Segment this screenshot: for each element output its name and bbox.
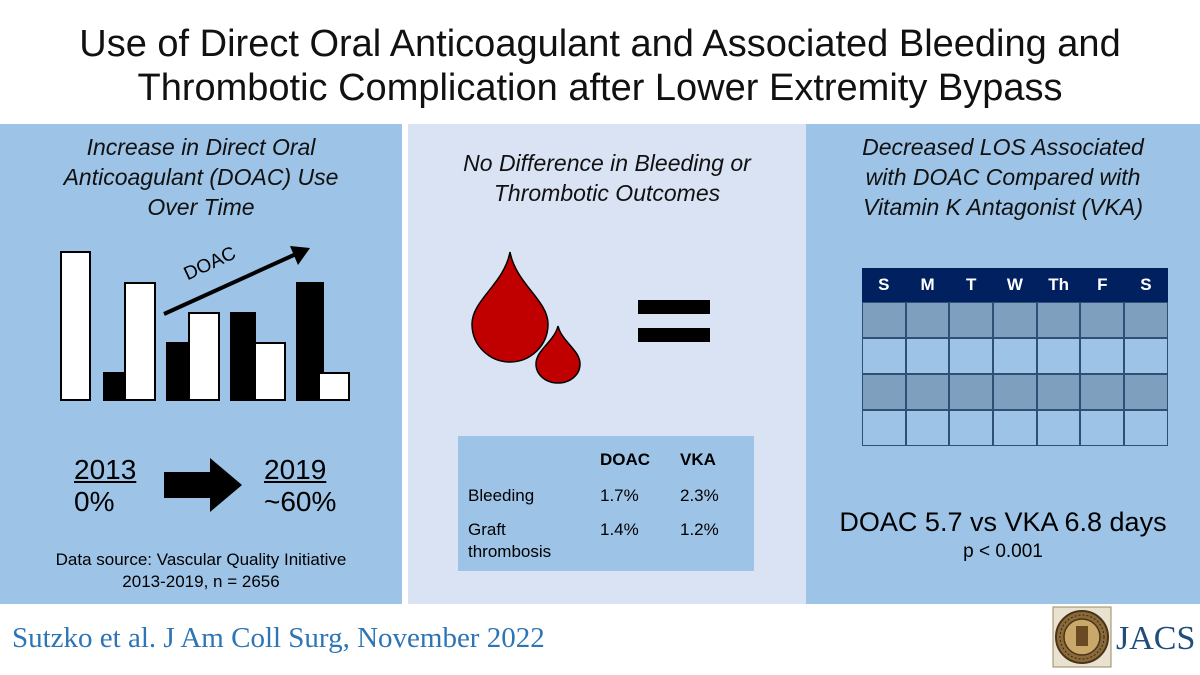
end-value: ~60% xyxy=(264,486,337,517)
calendar-cell xyxy=(1124,338,1168,374)
calendar-cell xyxy=(1080,338,1125,374)
p-value: p < 0.001 xyxy=(963,541,1043,562)
calendar-grid xyxy=(862,302,1168,446)
table-header-doac: DOAC xyxy=(600,450,651,469)
calendar-cell xyxy=(949,338,994,374)
calendar-cell xyxy=(1036,410,1081,446)
calendar-cell xyxy=(905,374,950,410)
row-bleeding-vka: 2.3% xyxy=(680,486,719,505)
title-line-1: Use of Direct Oral Anticoagulant and Ass… xyxy=(79,23,1121,65)
citation: Sutzko et al. J Am Coll Surg, November 2… xyxy=(12,622,545,654)
journal-logo-text: JACS xyxy=(1116,620,1196,657)
calendar-icon: S M T W Th F S xyxy=(862,268,1168,446)
calendar-cell xyxy=(993,338,1037,374)
right-arrow-icon xyxy=(164,458,242,512)
row-graft-label-line-1: Graft xyxy=(468,520,506,539)
outcomes-table: DOAC VKA Bleeding 1.7% 2.3% Graft thromb… xyxy=(458,436,754,571)
calendar-cell xyxy=(905,410,950,446)
day-mon: M xyxy=(920,275,935,294)
day-sun: S xyxy=(878,275,890,294)
calendar-cell xyxy=(1080,374,1125,410)
white-bar-4 xyxy=(254,342,286,401)
day-wed: W xyxy=(1006,275,1023,294)
start-value: 0% xyxy=(74,486,115,517)
college-seal-logo xyxy=(1052,606,1112,668)
outcomes-panel: No Difference in Bleeding or Thrombotic … xyxy=(408,124,806,604)
calendar-cell xyxy=(862,374,906,410)
los-panel: Decreased LOS Associated with DOAC Compa… xyxy=(806,124,1200,604)
calendar-cell xyxy=(1036,338,1081,374)
data-source: Data source: Vascular Quality Initiative… xyxy=(55,550,347,591)
row-graft-doac: 1.4% xyxy=(600,520,639,539)
doac-use-panel: Increase in Direct Oral Anticoagulant (D… xyxy=(0,124,402,604)
los-result: DOAC 5.7 vs VKA 6.8 days xyxy=(839,507,1167,537)
calendar-cell xyxy=(993,302,1037,338)
row-bleeding-label: Bleeding xyxy=(468,486,535,505)
page-title: Use of Direct Oral Anticoagulant and Ass… xyxy=(0,22,1200,110)
calendar-cell xyxy=(1080,302,1125,338)
row-bleeding-doac: 1.7% xyxy=(600,486,639,505)
title-line-2: Thrombotic Complication after Lower Extr… xyxy=(137,67,1063,109)
calendar-cell xyxy=(862,338,906,374)
calendar-cell xyxy=(1124,302,1168,338)
trend-arrow-icon xyxy=(163,246,310,316)
calendar-cell xyxy=(949,302,994,338)
table-header-vka: VKA xyxy=(680,450,716,469)
white-bar-1 xyxy=(60,251,91,401)
white-bar-3 xyxy=(188,312,220,401)
row-graft-vka: 1.2% xyxy=(680,520,719,539)
day-fri: F xyxy=(1097,275,1108,294)
day-tue: T xyxy=(966,275,977,294)
calendar-cell xyxy=(993,410,1037,446)
calendar-cell xyxy=(949,410,994,446)
equals-icon xyxy=(638,300,710,342)
day-thu: Th xyxy=(1048,275,1069,294)
white-bar-2 xyxy=(124,282,156,401)
start-year-block: 2013 0% xyxy=(74,454,136,518)
calendar-cell xyxy=(1036,302,1081,338)
end-year-block: 2019 ~60% xyxy=(264,454,336,518)
calendar-cell xyxy=(862,302,906,338)
calendar-cell xyxy=(949,374,994,410)
calendar-cell xyxy=(1124,410,1168,446)
start-year: 2013 xyxy=(74,454,137,485)
white-bar-5 xyxy=(318,372,350,401)
day-sat: S xyxy=(1140,275,1152,294)
calendar-header: S M T W Th F S xyxy=(862,268,1168,302)
calendar-cell xyxy=(1036,374,1081,410)
calendar-cell xyxy=(905,302,950,338)
calendar-cell xyxy=(862,410,906,446)
los-heading: Decreased LOS Associated with DOAC Compa… xyxy=(862,134,1144,220)
row-graft-label-line-2: thrombosis xyxy=(468,542,552,561)
calendar-cell xyxy=(1124,374,1168,410)
outcomes-heading: No Difference in Bleeding or Thrombotic … xyxy=(463,150,751,206)
calendar-cell xyxy=(993,374,1037,410)
end-year: 2019 xyxy=(264,454,327,485)
calendar-cell xyxy=(905,338,950,374)
doac-use-heading: Increase in Direct Oral Anticoagulant (D… xyxy=(63,134,339,220)
blood-drop-icon xyxy=(471,251,581,384)
calendar-cell xyxy=(1080,410,1125,446)
